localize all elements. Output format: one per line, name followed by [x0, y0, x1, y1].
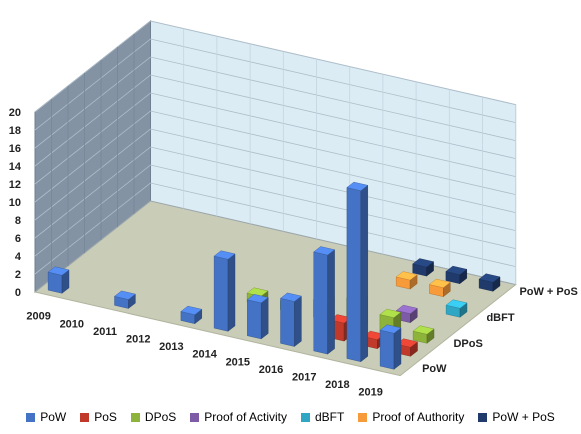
y-tick-label: 10	[9, 197, 21, 209]
legend-swatch	[190, 412, 200, 422]
y-tick-label: 2	[15, 269, 21, 281]
x-tick-label: 2013	[159, 341, 183, 353]
gridline	[34, 146, 516, 239]
bar-pow-2009	[47, 266, 70, 294]
bar-pow-pos-2018	[445, 265, 468, 285]
bar-pow-pos-2017	[412, 258, 435, 277]
legend-swatch	[26, 412, 36, 422]
gridline	[34, 56, 516, 149]
gridline	[34, 74, 516, 167]
depth-tick-label: PoW + PoS	[519, 286, 577, 298]
gridline	[34, 164, 516, 257]
bar-pow-pos-2019	[478, 273, 501, 292]
gridline	[34, 182, 516, 275]
bar-dbft-2019	[445, 299, 468, 318]
x-tick-label: 2010	[60, 318, 84, 330]
bar-proof-of-authority-2018	[428, 278, 451, 298]
gridline	[34, 92, 516, 185]
legend-swatch	[478, 412, 488, 422]
legend-label: PoW	[40, 410, 67, 424]
gridline	[34, 200, 516, 293]
legend-swatch	[80, 412, 90, 422]
bar-pow-2011	[114, 290, 136, 309]
bar-pow-2017	[313, 246, 336, 355]
legend-item-pow-pos: PoW + PoS	[478, 410, 555, 424]
bar-pow-2019	[379, 324, 402, 370]
legend-label: dBFT	[314, 410, 345, 424]
legend-item-pow: PoW	[26, 410, 66, 424]
legend-item-pos: PoS	[80, 410, 117, 424]
legend-swatch	[358, 412, 368, 422]
legend-item-proof-of-activity: Proof of Activity	[190, 410, 287, 424]
gridline	[34, 128, 516, 221]
legend-label: DPoS	[144, 410, 177, 424]
y-tick-label: 4	[15, 251, 22, 263]
x-tick-label: 2014	[192, 349, 217, 361]
y-tick-label: 6	[15, 233, 21, 245]
bar-dpos-2019	[412, 325, 435, 344]
x-tick-label: 2016	[259, 364, 283, 376]
bar-proof-of-authority-2017	[395, 271, 418, 290]
legend-label: Proof of Activity	[204, 410, 287, 424]
x-tick-label: 2017	[292, 371, 316, 383]
bar-pow-2013	[180, 305, 203, 325]
y-tick-label: 8	[15, 215, 21, 227]
y-tick-label: 18	[9, 125, 21, 137]
depth-tick-label: DPoS	[453, 338, 482, 350]
legend-label: PoS	[94, 410, 117, 424]
x-tick-label: 2015	[226, 356, 250, 368]
y-tick-label: 16	[9, 143, 21, 155]
y-tick-label: 14	[9, 161, 22, 173]
legend-swatch	[300, 412, 310, 422]
depth-tick-label: PoW	[422, 363, 447, 375]
legend: PoW PoS DPoS Proof of Activity dBFT Proof of …	[0, 410, 581, 424]
legend-item-dbft: dBFT	[300, 410, 345, 424]
depth-tick-label: dBFT	[486, 312, 514, 324]
gridline	[34, 20, 516, 113]
bar-pow-2018	[346, 181, 369, 363]
legend-item-dpos: DPoS	[130, 410, 177, 424]
legend-item-proof-of-authority: Proof of Authority	[358, 410, 464, 424]
y-tick-label: 20	[9, 107, 21, 119]
y-tick-label: 12	[9, 179, 21, 191]
gridline	[34, 110, 516, 203]
x-tick-label: 2019	[358, 387, 382, 399]
bar-pow-2015	[246, 294, 269, 340]
x-tick-label: 2018	[325, 379, 349, 391]
bar-pow-2016	[280, 292, 302, 347]
x-tick-label: 2009	[26, 311, 50, 323]
bar-pow-2014	[213, 250, 236, 332]
y-tick-label: 0	[15, 287, 21, 299]
x-tick-label: 2012	[126, 333, 150, 345]
gridline	[34, 38, 516, 131]
legend-label: Proof of Authority	[372, 410, 465, 424]
legend-label: PoW + PoS	[492, 410, 555, 424]
legend-swatch	[130, 412, 140, 422]
x-tick-label: 2011	[93, 326, 117, 338]
